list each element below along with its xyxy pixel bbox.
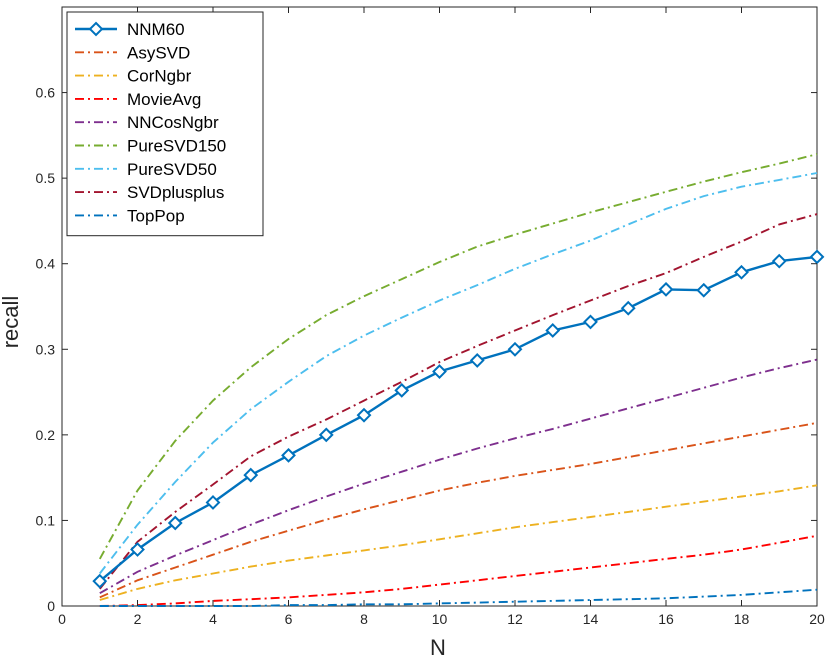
legend-label-nncosngbr: NNCosNgbr	[127, 113, 219, 132]
data-point-nnm60	[771, 253, 787, 269]
legend-label-puresvd150: PureSVD150	[127, 137, 226, 156]
data-point-nnm60	[281, 447, 296, 463]
y-tick-label: 0.6	[36, 85, 56, 101]
data-point-nnm60	[620, 300, 636, 316]
series-line-movieavg	[99, 534, 818, 607]
data-point-nnm60	[507, 341, 523, 357]
series-line-nncosngbr	[99, 358, 818, 595]
data-point-nnm60	[658, 281, 674, 297]
y-tick-label: 0.3	[36, 341, 56, 357]
y-tick-label: 0.1	[36, 512, 56, 528]
legend: NNM60 AsySVD CorNgbr MovieAvg NNCosNgbr PureS…	[66, 11, 264, 237]
data-point-nnm60	[545, 323, 561, 338]
series-line-toppop	[99, 588, 818, 607]
legend-label-asysvd: AsySVD	[127, 43, 190, 62]
data-point-nnm60	[243, 467, 259, 483]
x-tick-label: 20	[809, 611, 825, 627]
data-point-nnm60	[205, 495, 221, 510]
data-point-nnm60	[432, 364, 447, 379]
data-point-nnm60	[583, 314, 598, 330]
y-axis-title: recall	[0, 296, 23, 349]
x-tick-label: 8	[360, 611, 368, 627]
y-tick-label: 0.4	[36, 256, 56, 272]
y-tick-label: 0	[47, 598, 55, 614]
series-line-asysvd	[99, 421, 818, 599]
y-tick-label: 0.5	[36, 170, 56, 186]
legend-label-corngbr: CorNgbr	[127, 67, 192, 86]
data-point-nnm60	[130, 542, 145, 557]
legend-label-svdplusplus: SVDplusplus	[127, 183, 224, 202]
legend-label-toppop: TopPop	[127, 206, 185, 225]
x-tick-label: 2	[134, 611, 142, 627]
legend-label-movieavg: MovieAvg	[127, 90, 201, 109]
data-point-nnm60	[394, 382, 410, 398]
data-point-nnm60	[809, 249, 825, 265]
series-line-svdplusplus	[99, 213, 818, 590]
series-line-corngbr	[99, 484, 818, 601]
data-point-nnm60	[734, 264, 749, 280]
legend-label-nnm60: NNM60	[127, 20, 185, 39]
series-line-puresvd150	[98, 153, 818, 560]
x-tick-label: 14	[583, 611, 599, 627]
ticks-layer: 0 2 4 6 8 10 12 14 16 18 20 0 0.1 0.2 0.3 0.4 0.5 0.6	[36, 7, 825, 627]
series-layer	[92, 153, 825, 607]
x-tick-label: 16	[658, 611, 674, 627]
series-line-puresvd50	[99, 172, 818, 575]
x-tick-label: 18	[734, 611, 750, 627]
data-point-nnm60	[318, 427, 334, 443]
legend-marker-nnm60	[88, 21, 104, 37]
x-axis-title: N	[430, 635, 446, 660]
x-tick-label: 6	[285, 611, 293, 627]
data-point-nnm60	[469, 352, 485, 368]
data-point-nnm60	[167, 515, 183, 531]
legend-box	[66, 11, 264, 237]
data-point-nnm60	[356, 407, 372, 423]
data-point-nnm60	[92, 573, 108, 589]
x-tick-label: 0	[58, 611, 66, 627]
x-tick-label: 10	[432, 611, 448, 627]
legend-label-puresvd50: PureSVD50	[127, 160, 217, 179]
y-tick-label: 0.2	[36, 427, 56, 443]
x-tick-label: 4	[209, 611, 217, 627]
x-tick-label: 12	[507, 611, 523, 627]
data-point-nnm60	[696, 282, 712, 298]
